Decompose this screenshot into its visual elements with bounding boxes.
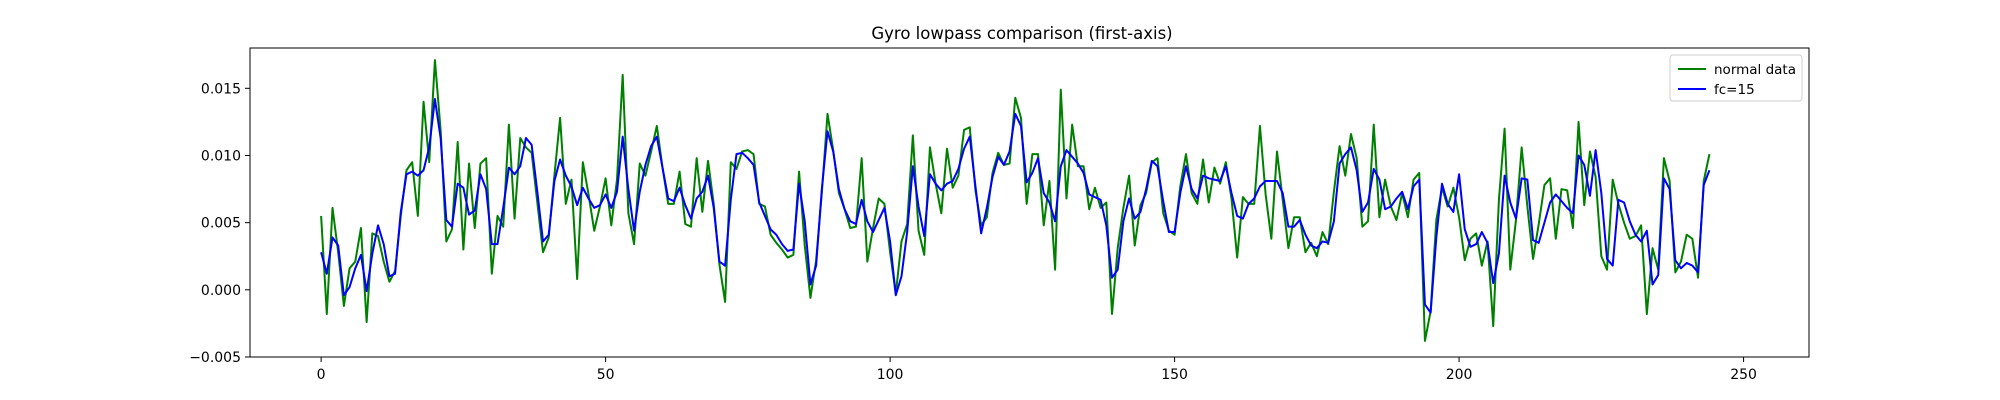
- series-line-1: [320, 98, 1711, 314]
- plot-frame: [249, 47, 1810, 358]
- legend-label-0: normal data: [1714, 62, 1796, 78]
- y-tick-label-4: 0.015: [201, 81, 241, 97]
- x-tick-label-4: 200: [1446, 367, 1473, 383]
- legend-label-1: fc=15: [1714, 82, 1755, 98]
- x-tick-label-3: 150: [1161, 367, 1188, 383]
- y-tick-label-0: −0.005: [189, 350, 241, 366]
- series-line-0: [320, 59, 1711, 342]
- axes-layer: 0 50 100 150 200 250 −0.005 0.000 0.005 0.010 0.01…: [189, 47, 1810, 383]
- series-layer: [320, 59, 1711, 342]
- x-tick-label-1: 50: [597, 367, 615, 383]
- chart-title: Gyro lowpass comparison (first-axis): [871, 24, 1172, 43]
- legend: normal data fc=15: [1669, 54, 1803, 102]
- x-tick-label-2: 100: [877, 367, 904, 383]
- y-tick-label-1: 0.000: [201, 283, 241, 299]
- x-tick-label-5: 250: [1730, 367, 1757, 383]
- y-tick-label-2: 0.005: [201, 216, 241, 232]
- y-tick-label-3: 0.010: [201, 148, 241, 164]
- x-tick-label-0: 0: [317, 367, 326, 383]
